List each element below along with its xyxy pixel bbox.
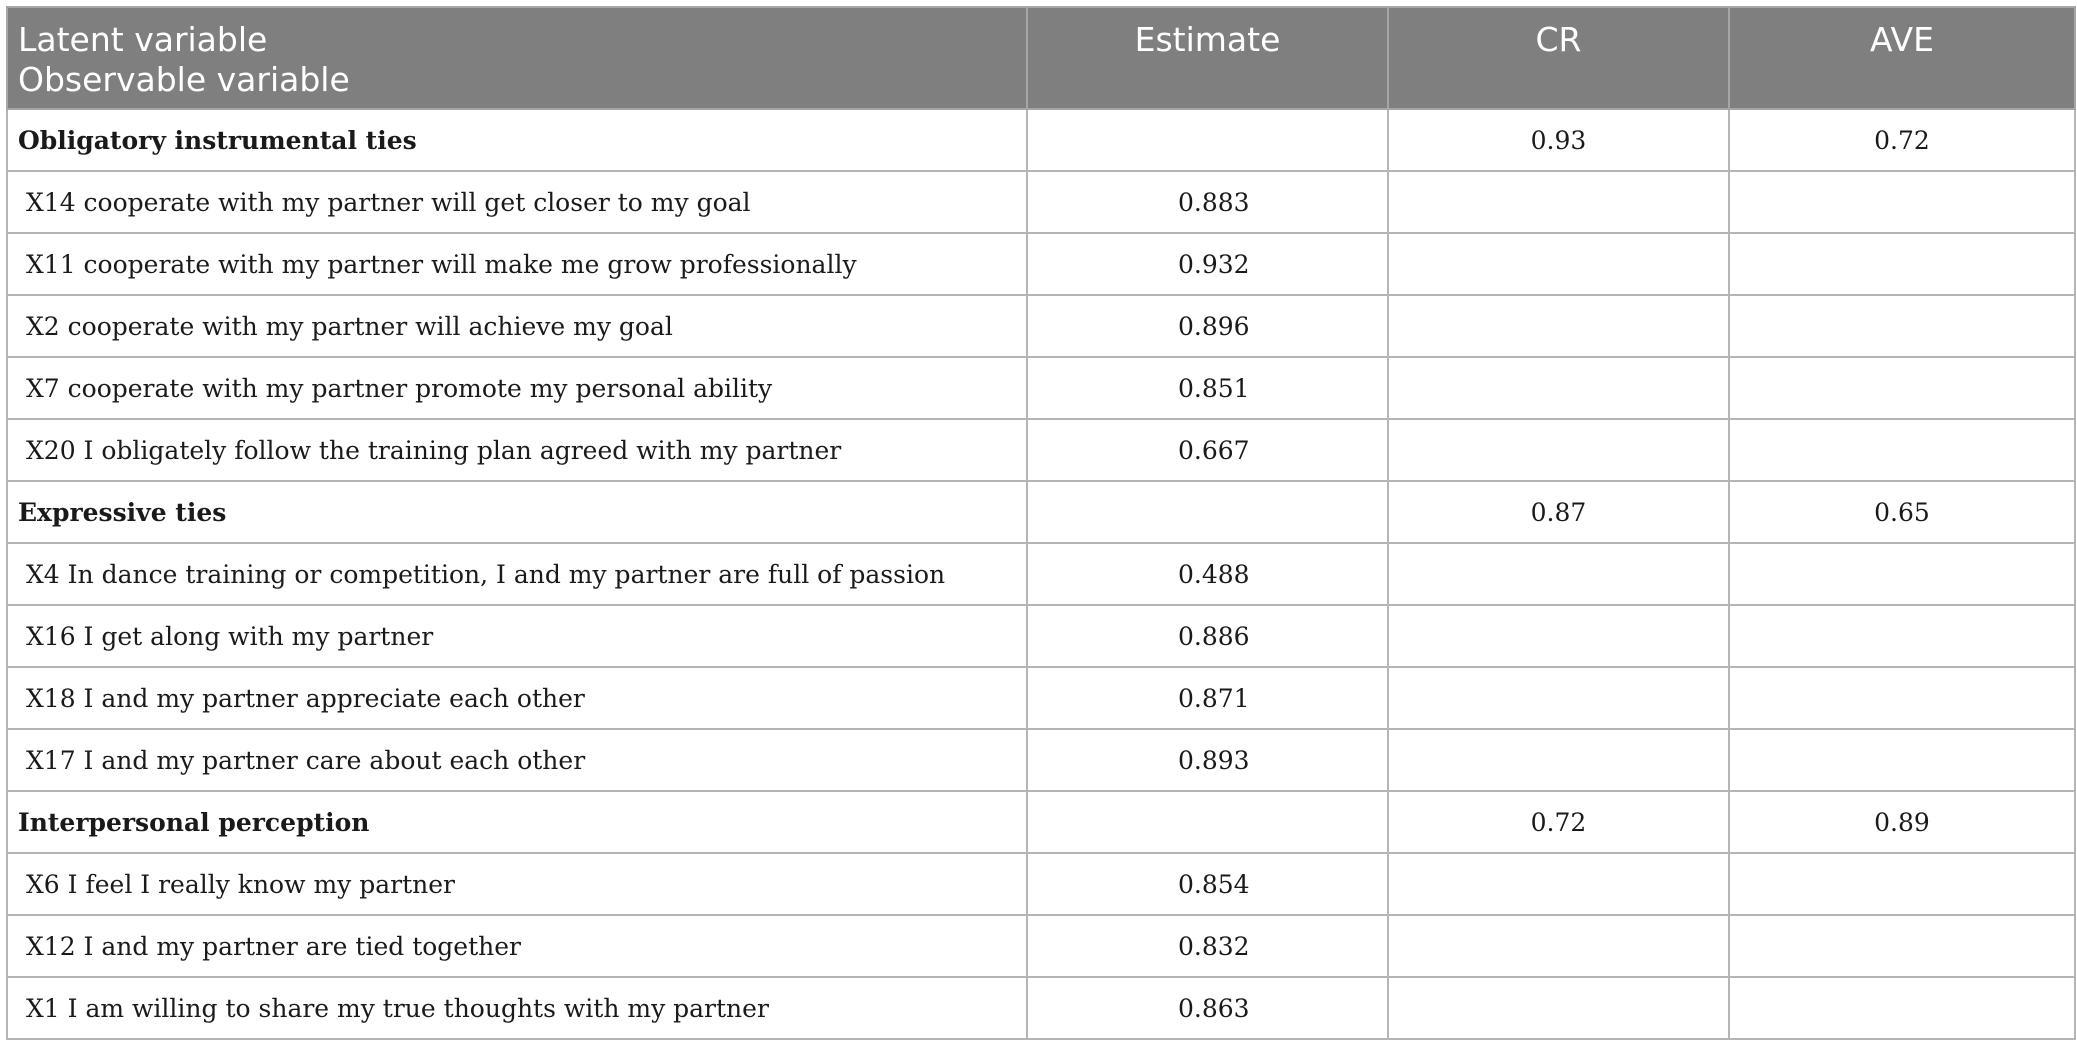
item-label: X2 cooperate with my partner will achiev… [6,294,1028,358]
item-estimate: 0.886 [1026,604,1389,668]
table-row: X17 I and my partner care about each oth… [6,728,2076,792]
item-estimate: 0.667 [1026,418,1389,482]
item-label: X11 cooperate with my partner will make … [6,232,1028,296]
table-body: Obligatory instrumental ties 0.93 0.72 X… [6,108,2076,1040]
item-label: X18 I and my partner appreciate each oth… [6,666,1028,730]
empty-cell [1728,666,2076,730]
empty-cell [1387,852,1730,916]
table-row: X12 I and my partner are tied together 0… [6,914,2076,978]
item-estimate: 0.854 [1026,852,1389,916]
header-observable-variable: Observable variable [18,60,350,99]
header-ave: AVE [1728,6,2076,110]
empty-cell [1728,914,2076,978]
table-row: X14 cooperate with my partner will get c… [6,170,2076,234]
header-estimate: Estimate [1026,6,1389,110]
item-label: X16 I get along with my partner [6,604,1028,668]
header-row: Latent variable Observable variable Esti… [6,6,2076,110]
item-label: X1 I am willing to share my true thought… [6,976,1028,1040]
empty-cell [1728,170,2076,234]
empty-cell [1387,170,1730,234]
empty-cell [1728,976,2076,1040]
table-row: X20 I obligately follow the training pla… [6,418,2076,482]
empty-cell [1387,356,1730,420]
item-estimate: 0.932 [1026,232,1389,296]
empty-cell [1728,852,2076,916]
empty-cell [1728,232,2076,296]
empty-cell [1387,418,1730,482]
empty-cell [1387,294,1730,358]
empty-cell [1387,232,1730,296]
group-estimate-empty [1026,108,1389,172]
empty-cell [1728,418,2076,482]
group-cr: 0.72 [1387,790,1730,854]
group-row: Interpersonal perception 0.72 0.89 [6,790,2076,854]
empty-cell [1728,356,2076,420]
empty-cell [1387,914,1730,978]
table-row: X7 cooperate with my partner promote my … [6,356,2076,420]
empty-cell [1387,604,1730,668]
table-row: X18 I and my partner appreciate each oth… [6,666,2076,730]
group-row: Obligatory instrumental ties 0.93 0.72 [6,108,2076,172]
table-row: X2 cooperate with my partner will achiev… [6,294,2076,358]
group-name: Interpersonal perception [6,790,1028,854]
group-ave: 0.72 [1728,108,2076,172]
empty-cell [1387,666,1730,730]
measurement-model-table: Latent variable Observable variable Esti… [6,6,2076,1040]
table-row: X6 I feel I really know my partner 0.854 [6,852,2076,916]
group-estimate-empty [1026,480,1389,544]
table-row: X16 I get along with my partner 0.886 [6,604,2076,668]
empty-cell [1728,542,2076,606]
empty-cell [1728,728,2076,792]
empty-cell [1387,728,1730,792]
empty-cell [1387,976,1730,1040]
item-estimate: 0.883 [1026,170,1389,234]
group-ave: 0.65 [1728,480,2076,544]
item-estimate: 0.871 [1026,666,1389,730]
results-table-container: Latent variable Observable variable Esti… [6,6,2076,1040]
item-label: X20 I obligately follow the training pla… [6,418,1028,482]
group-name: Obligatory instrumental ties [6,108,1028,172]
item-estimate: 0.893 [1026,728,1389,792]
table-row: X4 In dance training or competition, I a… [6,542,2076,606]
header-cr: CR [1387,6,1730,110]
item-estimate: 0.863 [1026,976,1389,1040]
item-label: X12 I and my partner are tied together [6,914,1028,978]
item-label: X7 cooperate with my partner promote my … [6,356,1028,420]
empty-cell [1728,604,2076,668]
group-cr: 0.87 [1387,480,1730,544]
item-label: X17 I and my partner care about each oth… [6,728,1028,792]
item-label: X6 I feel I really know my partner [6,852,1028,916]
group-estimate-empty [1026,790,1389,854]
empty-cell [1387,542,1730,606]
header-latent-variable: Latent variable [18,20,268,59]
empty-cell [1728,294,2076,358]
group-ave: 0.89 [1728,790,2076,854]
group-row: Expressive ties 0.87 0.65 [6,480,2076,544]
item-estimate: 0.896 [1026,294,1389,358]
group-cr: 0.93 [1387,108,1730,172]
table-row: X11 cooperate with my partner will make … [6,232,2076,296]
table-header: Latent variable Observable variable Esti… [6,6,2076,110]
table-row: X1 I am willing to share my true thought… [6,976,2076,1040]
item-label: X14 cooperate with my partner will get c… [6,170,1028,234]
item-label: X4 In dance training or competition, I a… [6,542,1028,606]
item-estimate: 0.488 [1026,542,1389,606]
item-estimate: 0.832 [1026,914,1389,978]
header-variable: Latent variable Observable variable [6,6,1028,110]
group-name: Expressive ties [6,480,1028,544]
item-estimate: 0.851 [1026,356,1389,420]
